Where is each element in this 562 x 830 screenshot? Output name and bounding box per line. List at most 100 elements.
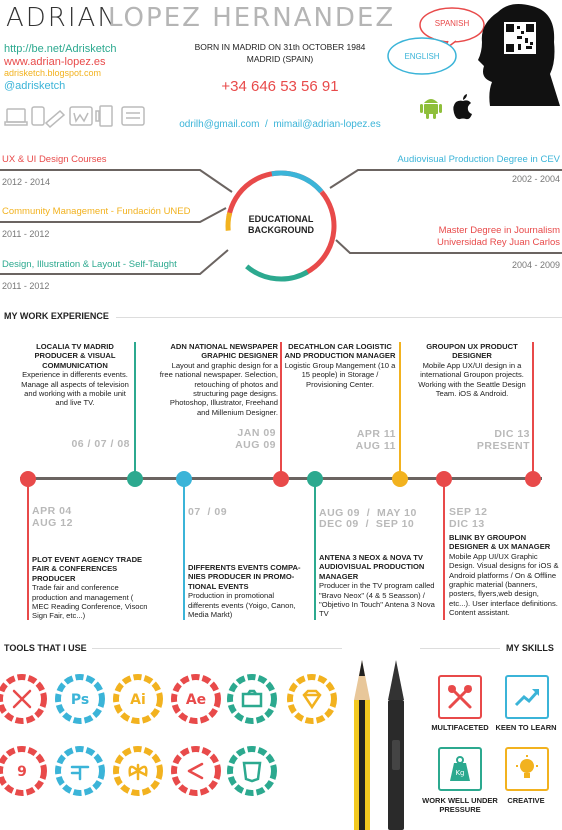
job-card-top: GROUPON UX PRODUCT DESIGNER Mobile App U… (414, 342, 530, 398)
skill-label: KEEN TO LEARN (495, 723, 557, 732)
job-heading: ANTENA 3 NEOX & NOVA TV AUDIOVISUAL PROD… (319, 553, 425, 581)
share-icon (171, 746, 221, 796)
android-icon (420, 94, 442, 120)
edu-years: 2004 - 2009 (511, 260, 560, 270)
html5-icon (227, 746, 277, 796)
photoshop-icon: Ps (55, 674, 105, 724)
device-icons (4, 103, 164, 133)
first-name: ADRIAN (6, 3, 119, 33)
website-link[interactable]: www.adrian-lopez.es (4, 56, 106, 68)
education-center-label: EDUCATIONAL BACKGROUND (248, 214, 314, 235)
job-date: DEC 09 / SEP 10 (319, 518, 415, 530)
job-description: Mobile App UI/UX Graphic Design. Visual … (449, 551, 559, 618)
timeline-dot (436, 471, 452, 487)
job-date: DIC 13 (494, 428, 530, 440)
timeline-connector (183, 480, 185, 620)
job-card-bottom: DIFFERENTS EVENTS COMPA-NIES PRODUCER IN… (188, 563, 306, 619)
job-description: Experience in differents events. Manage … (21, 370, 129, 408)
timeline-connector (399, 342, 401, 478)
tool-label: Ps (71, 692, 89, 708)
job-heading: ADN NATIONAL NEWSPAPER GRAPHIC DESIGNER (170, 342, 278, 361)
edu-years: 2002 - 2004 (511, 174, 560, 184)
tool-label: Ae (186, 692, 206, 708)
job-description: Producer in the TV program called "Bravo… (319, 581, 435, 619)
timeline-connector (134, 342, 136, 478)
edu-title: UX & UI Design Courses (2, 154, 107, 165)
timeline-connector (280, 342, 282, 478)
job-date: DIC 13 (449, 518, 485, 530)
job-date: AUG 12 (32, 517, 73, 529)
job-date: PRESENT (476, 440, 530, 452)
job-date: 06 / 07 / 08 (71, 438, 130, 450)
skill-label: WORK WELL UNDER PRESSURE (422, 796, 498, 814)
job-description: Logistic Group Mangement (10 a 15 people… (284, 360, 396, 389)
butterfly-icon (113, 746, 163, 796)
skills-divider (420, 648, 500, 649)
tools-icon (438, 675, 482, 719)
sketch-icon (287, 674, 337, 724)
job-description: Trade fair and conference production and… (32, 583, 148, 621)
timeline-dot (525, 471, 541, 487)
behance-link[interactable]: http://be.net/Adrisketch (4, 43, 117, 55)
email-addresses[interactable]: odrilh@gmail.com / mimail@adrian-lopez.e… (179, 119, 381, 130)
timeline-dot (273, 471, 289, 487)
english-bubble (386, 36, 458, 80)
edu-title: Community Management - Fundación UNED (2, 206, 191, 217)
skill-label: MULTIFACETED (431, 723, 489, 732)
timeline-dot (127, 471, 143, 487)
experience-divider (116, 317, 562, 318)
timeline-dot (392, 471, 408, 487)
job-description: Mobile App UX/UI design in a internation… (418, 360, 526, 399)
education-connectors (0, 0, 562, 300)
after-effects-icon: Ae (171, 674, 221, 724)
freehand-icon (55, 746, 105, 796)
last-name: LOPEZ HERNANDEZ (108, 3, 396, 33)
job-date: APR 04 (32, 505, 72, 517)
birth-info: BORN IN MADRID ON 31th OCTOBER 1984 (194, 42, 366, 52)
edu-years: 2011 - 2012 (2, 281, 50, 291)
edu-years: 2011 - 2012 (2, 229, 50, 239)
apple-icon (452, 94, 474, 120)
experience-title: MY WORK EXPERIENCE (4, 311, 109, 321)
job-heading: GROUPON UX PRODUCT DESIGNER (426, 342, 518, 361)
pen-tool-icon (0, 674, 47, 724)
spanish-label: SPANISH (434, 19, 470, 28)
weight-icon: Kg (438, 747, 482, 791)
skill-label: CREATIVE (507, 796, 545, 805)
twitter-link[interactable]: @adrisketch (4, 80, 66, 92)
english-label: ENGLISH (404, 52, 440, 61)
illustrator-icon: Ai (113, 674, 163, 724)
camera-icon (227, 674, 277, 724)
job-card-top: ADN NATIONAL NEWSPAPER GRAPHIC DESIGNER … (158, 342, 278, 417)
skills-title: MY SKILLS (506, 643, 554, 653)
chart-up-icon (505, 675, 549, 719)
nine-icon: 9 (0, 746, 47, 796)
tools-title: TOOLS THAT I USE (4, 643, 87, 653)
job-card-top: LOCALIA TV MADRID PRODUCER & VISUAL COMM… (18, 342, 132, 408)
job-date: APR 11 (356, 428, 396, 440)
job-date: SEP 12 (449, 506, 488, 518)
avatar-silhouette (470, 2, 562, 106)
tool-label: 9 (17, 764, 27, 780)
tools-divider (92, 648, 342, 649)
timeline-connector (314, 480, 316, 620)
tools-grid: Ps Ai Ae 9 (0, 664, 340, 824)
edu-title: Audiovisual Production Degree in CEV (397, 154, 560, 165)
job-heading: BLINK BY GROUPON DESIGNER & UX MANAGER (449, 533, 551, 552)
timeline-connector (443, 480, 445, 620)
timeline-dot (20, 471, 36, 487)
job-card-bottom: BLINK BY GROUPON DESIGNER & UX MANAGER M… (449, 533, 561, 618)
job-heading: PLOT EVENT AGENCY TRADE FAIR & CONFERENC… (32, 555, 143, 583)
tool-label: Ai (130, 692, 146, 708)
timeline-connector (27, 480, 29, 620)
svg-text:Kg: Kg (455, 769, 464, 777)
job-description: Production in promotional differents eve… (188, 591, 296, 620)
phone[interactable]: +34 646 53 56 91 (221, 78, 339, 95)
edu-years: 2012 - 2014 (2, 177, 51, 187)
edu-title: Master Degree in Journalism (438, 225, 560, 236)
job-heading: DIFFERENTS EVENTS COMPA-NIES PRODUCER IN… (188, 563, 301, 591)
job-card-top: DECATHLON CAR LOGISTIC AND PRODUCTION MA… (284, 342, 396, 389)
timeline-dot (307, 471, 323, 487)
blog-link[interactable]: adrisketch.blogspot.com (4, 68, 102, 78)
job-card-bottom: ANTENA 3 NEOX & NOVA TV AUDIOVISUAL PROD… (319, 553, 435, 619)
